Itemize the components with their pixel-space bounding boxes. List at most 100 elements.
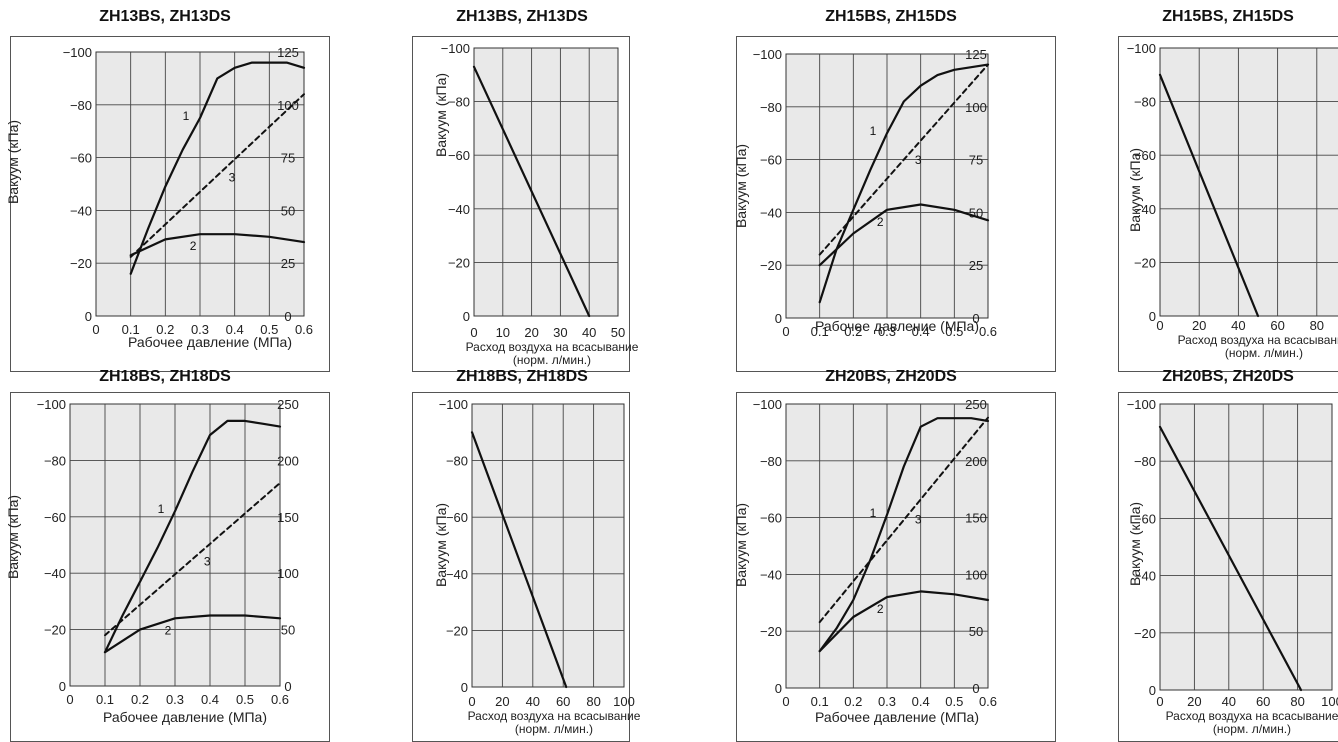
x-tick-label: 0.3	[878, 694, 896, 709]
chart-svg: 0 20 40 60 80 100 0 −20 −40 −60 −80 −100 Вакуум (кПа…	[433, 397, 641, 736]
y-tick-label: −40	[1134, 569, 1156, 584]
chart-svg: 0 0.1 0.2 0.3 0.4 0.5 0.6 0 −20 −40 −60 −80 −100 0 25 5…	[5, 45, 313, 350]
x-axis-label: Расход воздуха на всасывание	[468, 709, 641, 723]
chart-svg: 0 10 20 30 40 50 0 −20 −40 −60 −80 −100 Вакуум (кПа)…	[433, 41, 639, 367]
x-tick-label: 0.3	[166, 692, 184, 707]
y-tick-label: −80	[760, 100, 782, 115]
chart-zh13-performance: ZH13BS, ZH13DS 0 0.1 0.2 0.3 0.4 0.5 0.6 0 −20 −4…	[0, 0, 330, 372]
x-tick-label: 0.4	[201, 692, 219, 707]
x-tick-label: 40	[526, 694, 540, 709]
x-tick-label: 60	[1270, 318, 1284, 333]
series-line-3	[129, 93, 305, 258]
y-tick-label: 0	[775, 311, 782, 326]
y2-tick-label: 200	[277, 453, 299, 468]
chart-zh18-performance: ZH18BS, ZH18DS 0 0.1 0.2 0.3 0.4 0.5 0.6 0 −20 −4…	[0, 362, 330, 742]
chart-title: ZH13BS, ZH13DS	[456, 8, 588, 25]
y-tick-label: −100	[441, 41, 470, 56]
chart-title: ZH20BS, ZH20DS	[825, 368, 957, 385]
y-tick-label: −80	[1134, 95, 1156, 110]
series-line-1	[103, 419, 282, 654]
y2-tick-label: 250	[965, 397, 987, 412]
curve-label-3: 3	[229, 170, 236, 184]
x-tick-label: 0.2	[131, 692, 149, 707]
x-tick-label: 20	[1192, 318, 1206, 333]
x-tick-label: 40	[582, 325, 596, 340]
y2-tick-label: 0	[284, 679, 291, 694]
y-tick-label: −60	[1134, 148, 1156, 163]
y-tick-label: −80	[44, 453, 66, 468]
series-line-3	[104, 482, 281, 637]
x-tick-label: 0	[470, 325, 477, 340]
x-tick-label: 0	[468, 694, 475, 709]
y2-tick-label: 150	[277, 510, 299, 525]
y-tick-label: −40	[760, 205, 782, 220]
x-axis-label: Рабочее давление (МПа)	[815, 709, 979, 725]
x-axis-label: Расход воздуха на всасывание	[1166, 709, 1338, 723]
y-tick-label: −20	[44, 623, 66, 638]
y-tick-label: −100	[63, 45, 92, 60]
y-tick-label: −100	[753, 47, 782, 62]
y-tick-label: −100	[37, 397, 66, 412]
x-tick-label: 20	[524, 325, 538, 340]
y2-tick-label: 250	[277, 397, 299, 412]
y-tick-label: −20	[448, 255, 470, 270]
series-line-main	[472, 65, 591, 318]
y-axis-label: Вакуум (кПа)	[1127, 502, 1143, 586]
y-tick-label: −100	[1127, 41, 1156, 56]
x-tick-label: 0.5	[945, 694, 963, 709]
curve-label-1: 1	[183, 109, 190, 123]
curve-label-3: 3	[204, 554, 211, 568]
x-tick-label: 60	[556, 694, 570, 709]
x-tick-label: 0.2	[156, 322, 174, 337]
x-tick-label: 100	[613, 694, 635, 709]
y-tick-label: −20	[446, 623, 468, 638]
y-tick-label: −100	[1127, 397, 1156, 412]
chart-zh18-flow: ZH18BS, ZH18DS 0 20 40 60 80 100 0 −20 −40 −60 −80…	[412, 362, 641, 742]
x-tick-label: 0.4	[912, 694, 930, 709]
series-line-1	[818, 63, 990, 304]
x-tick-label: 0.4	[226, 322, 244, 337]
x-axis-label-unit: (норм. л/мин.)	[1225, 346, 1303, 360]
series-line-main	[1158, 73, 1260, 318]
x-tick-label: 80	[586, 694, 600, 709]
chart-zh15-performance: ZH15BS, ZH15DS 0 0.1 0.2 0.3 0.4 0.5 0.6 0 −20 −4…	[726, 0, 1056, 372]
curve-label-3: 3	[915, 153, 922, 167]
y2-tick-label: 75	[969, 153, 983, 168]
y-tick-label: 0	[461, 680, 468, 695]
y-axis-label: Вакуум (кПа)	[5, 495, 21, 579]
x-axis-label: Расход воздуха на всасывание	[466, 340, 639, 354]
curve-label-1: 1	[158, 502, 165, 516]
curve-label-2: 2	[877, 602, 884, 616]
y-tick-label: −40	[448, 202, 470, 217]
series-line-1	[129, 61, 306, 275]
y-tick-label: −60	[44, 510, 66, 525]
x-axis-label: Рабочее давление (МПа)	[103, 709, 267, 725]
y-tick-label: −40	[44, 566, 66, 581]
x-axis-label-unit: (норм. л/мин.)	[515, 722, 593, 736]
x-tick-label: 0	[92, 322, 99, 337]
y-tick-label: −20	[760, 258, 782, 273]
y-tick-label: 0	[59, 679, 66, 694]
chart-title: ZH18BS, ZH18DS	[456, 368, 588, 385]
x-axis-label-unit: (норм. л/мин.)	[1213, 722, 1291, 736]
y-tick-label: −100	[439, 397, 468, 412]
x-tick-label: 40	[1222, 694, 1236, 709]
y2-tick-label: 150	[965, 511, 987, 526]
x-tick-label: 100	[1321, 694, 1338, 709]
chart-zh13-flow: ZH13BS, ZH13DS 0 10 20 30 40 50 0 −20 −40 −60 −80 −…	[412, 0, 639, 372]
y-tick-label: −60	[1134, 511, 1156, 526]
y-tick-label: 0	[85, 309, 92, 324]
y2-tick-label: 25	[969, 258, 983, 273]
x-tick-label: 0.3	[191, 322, 209, 337]
chart-title: ZH20BS, ZH20DS	[1162, 368, 1294, 385]
y-tick-label: −100	[753, 397, 782, 412]
y-tick-label: −40	[70, 203, 92, 218]
x-tick-label: 20	[1187, 694, 1201, 709]
x-tick-label: 30	[553, 325, 567, 340]
chart-zh15-flow: ZH15BS, ZH15DS 0204060801000−20−40−60−80…	[1118, 0, 1338, 372]
series-line-main	[1158, 425, 1303, 692]
y-tick-label: −20	[760, 624, 782, 639]
y-tick-label: −80	[446, 454, 468, 469]
y2-tick-label: 100	[277, 566, 299, 581]
curve-label-1: 1	[870, 506, 877, 520]
